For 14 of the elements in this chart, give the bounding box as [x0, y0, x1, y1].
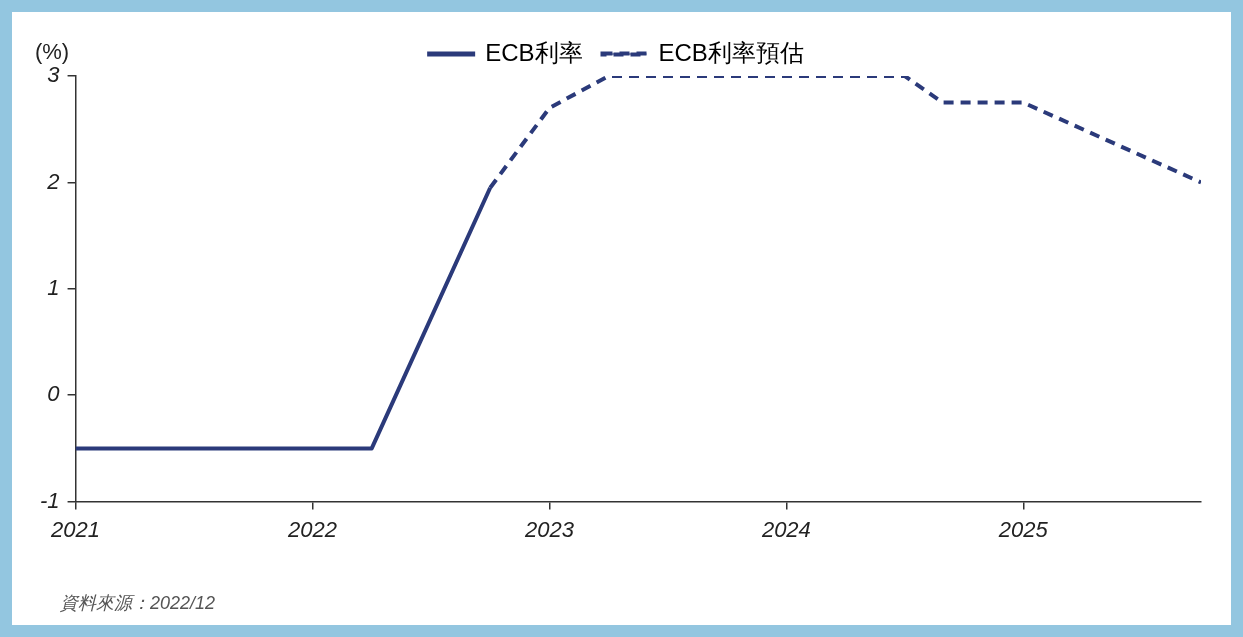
y-axis-title: (%) [34, 39, 70, 65]
x-tick-label: 2021 [50, 516, 101, 542]
y-tick-label: 3 [47, 62, 61, 88]
y-tick-label: 1 [47, 274, 60, 300]
source-note: 資料來源：2022/12 [60, 592, 216, 615]
y-tick-label: 2 [46, 168, 60, 194]
legend-label: ECB利率 [485, 38, 583, 66]
x-tick-label: 2024 [760, 516, 811, 542]
x-tick-label: 2025 [997, 516, 1049, 542]
x-tick-label: 2022 [287, 516, 337, 542]
y-tick-label: -1 [40, 487, 60, 513]
x-tick-label: 2023 [523, 516, 575, 542]
legend-label: ECB利率預估 [658, 38, 804, 66]
y-tick-label: 0 [47, 381, 61, 407]
